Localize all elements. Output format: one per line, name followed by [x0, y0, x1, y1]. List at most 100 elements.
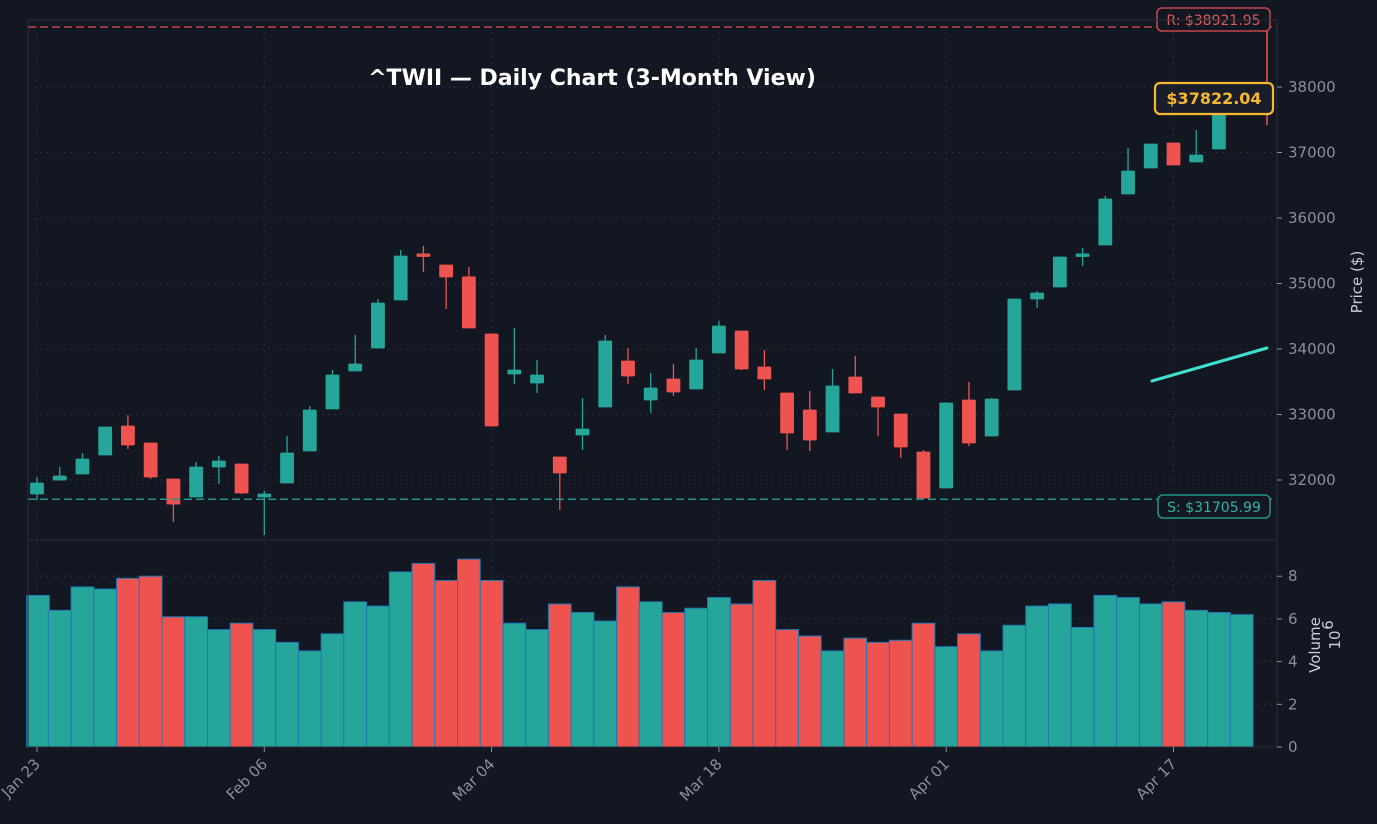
volume-bar [1070, 626, 1095, 748]
candle-up [325, 374, 340, 410]
candle-down [893, 413, 908, 448]
candle-up [1075, 253, 1090, 257]
candle-up [1121, 170, 1135, 195]
volume-bar [684, 607, 709, 748]
price-axis-title: Price ($) [1348, 251, 1366, 314]
last-price-label-box [1153, 81, 1275, 116]
support-label-box [1157, 494, 1271, 519]
candle-up [1143, 143, 1158, 169]
volume-bar [570, 611, 595, 748]
candle-up [984, 398, 999, 437]
candle-down [666, 378, 681, 393]
candle-down [439, 264, 454, 278]
candle-down [461, 276, 476, 329]
volume-bar [275, 641, 299, 748]
volume-bar [161, 616, 186, 748]
volume-bar [479, 579, 504, 748]
volume-bar [979, 650, 1004, 748]
volume-bar [707, 597, 731, 748]
candle-up [1098, 198, 1113, 246]
volume-bar [638, 601, 663, 748]
volume-bar [320, 633, 345, 748]
volume-bar [1138, 603, 1163, 748]
volume-tick-label: 4 [1288, 653, 1298, 671]
candle-down [802, 409, 817, 441]
candle-down [121, 425, 135, 446]
volume-bar [434, 579, 459, 748]
price-tick-label: 38000 [1288, 78, 1336, 96]
price-tick-label: 35000 [1288, 275, 1336, 293]
volume-bar [229, 622, 254, 748]
candle-up [348, 363, 363, 372]
volume-bar [457, 558, 481, 748]
candle-down [552, 456, 567, 474]
chart-title: ^TWII — Daily Chart (3-Month View) [368, 66, 816, 91]
candle-down [757, 366, 772, 380]
candle-down [734, 330, 749, 370]
candle-up [393, 255, 408, 301]
volume-bar [70, 586, 95, 748]
price-tick-label: 32000 [1288, 471, 1336, 489]
volume-bar [1093, 594, 1118, 748]
candle-down [484, 333, 499, 427]
candle-up [211, 460, 226, 468]
candle-up [530, 374, 544, 384]
volume-bar [797, 635, 822, 748]
candle-up [98, 426, 113, 456]
volume-bar [206, 629, 231, 748]
support-label-text: S: $31705.99 [1167, 500, 1261, 516]
candle-up [302, 409, 317, 452]
price-tick-label: 34000 [1288, 340, 1336, 358]
volume-bar [138, 575, 163, 748]
price-tick-label: 33000 [1288, 406, 1336, 424]
candles [30, 98, 1226, 536]
volume-tick-label: 2 [1288, 695, 1298, 713]
volume-bar [775, 629, 799, 748]
volume-bar [525, 629, 549, 748]
volume-bar [47, 609, 72, 748]
volume-bars [26, 558, 1254, 748]
volume-bar [752, 579, 777, 748]
candle-down [780, 392, 794, 434]
candle-up [1052, 256, 1067, 288]
volume-bar [843, 637, 868, 748]
candle-down [916, 451, 931, 499]
candle-up [1030, 292, 1045, 300]
candle-up [643, 387, 658, 401]
candle-up [1007, 298, 1022, 391]
candle-up [575, 428, 590, 436]
last-price-label: $37822.04 [1153, 81, 1275, 116]
candle-up [1189, 154, 1204, 163]
candle-down [143, 442, 158, 478]
volume-panel-frame [27, 539, 1278, 748]
volume-unit-exponent: 6 [1319, 620, 1337, 630]
candle-up [507, 369, 522, 375]
volume-bar [729, 603, 754, 748]
volume-bar [1002, 624, 1027, 748]
volume-bar [911, 622, 936, 748]
resistance-label-text: R: $38921.95 [1166, 13, 1260, 29]
candle-down [416, 253, 431, 257]
volume-bar [116, 577, 140, 748]
volume-bar [547, 603, 572, 748]
candle-down [1166, 142, 1181, 166]
volume-bar [343, 601, 368, 748]
candle-up [280, 452, 294, 484]
volume-bar [866, 641, 890, 748]
candle-down [234, 463, 249, 494]
volume-bar [26, 594, 50, 748]
support-label: S: $31705.99 [1157, 494, 1271, 519]
volume-bar [934, 646, 959, 748]
volume-tick-label: 8 [1288, 567, 1298, 585]
volume-bar [661, 611, 686, 748]
candle-up [825, 385, 840, 433]
price-tick-label: 37000 [1288, 144, 1336, 162]
candle-down [962, 399, 976, 444]
candle-up [1212, 111, 1226, 150]
candle-up [712, 325, 726, 354]
volume-bar [388, 571, 413, 748]
volume-unit-label: 10 [1326, 630, 1344, 649]
volume-bar [366, 605, 390, 748]
volume-tick-label: 0 [1288, 738, 1298, 756]
volume-bar [1047, 603, 1072, 748]
